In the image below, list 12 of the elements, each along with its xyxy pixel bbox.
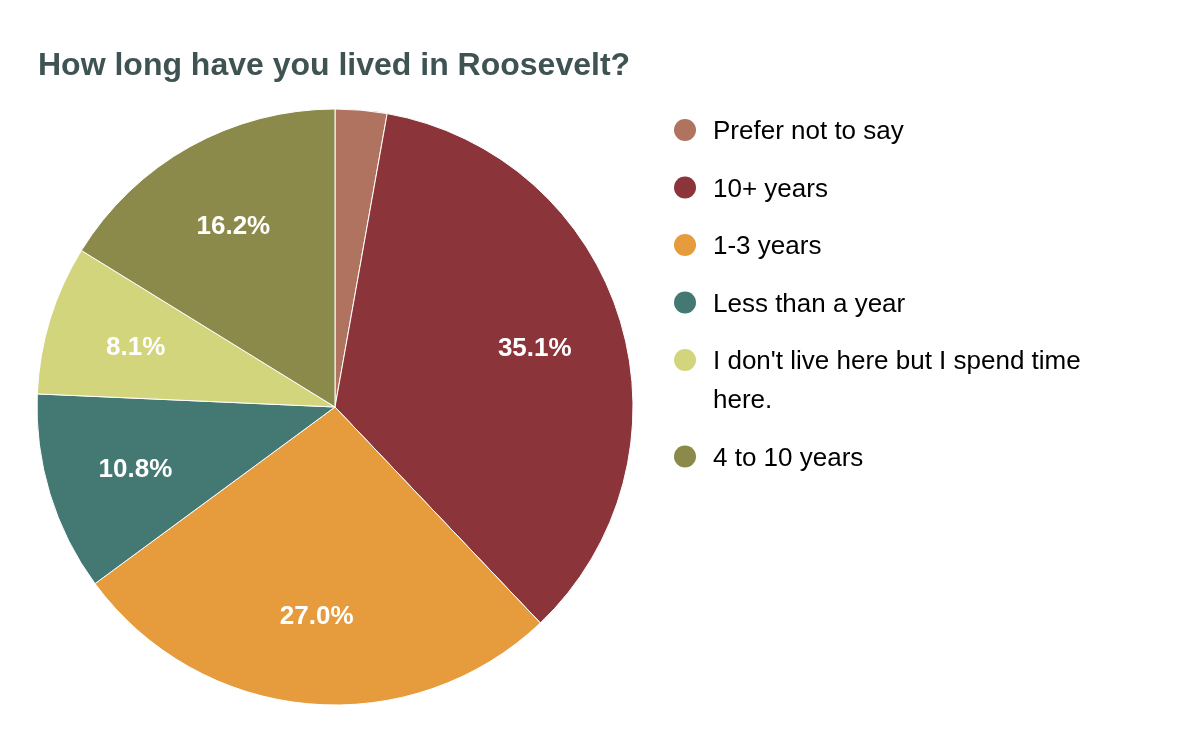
data-label: 16.2% (196, 209, 271, 240)
data-label: 8.1% (105, 330, 166, 361)
legend-label: Less than a year (713, 287, 906, 318)
legend-label: Prefer not to say (713, 115, 904, 146)
legend-label: 4 to 10 years (713, 441, 864, 472)
legend-label: 10+ years (713, 172, 828, 203)
data-label: 10.8% (98, 452, 173, 483)
data-label: 27.0% (279, 599, 354, 630)
chart-title: How long have you lived in Roosevelt? (38, 46, 631, 82)
legend-label: 1-3 years (713, 230, 822, 261)
data-label: 35.1% (497, 332, 572, 363)
legend-label: I don't live here but I spend time here. (713, 345, 1081, 415)
